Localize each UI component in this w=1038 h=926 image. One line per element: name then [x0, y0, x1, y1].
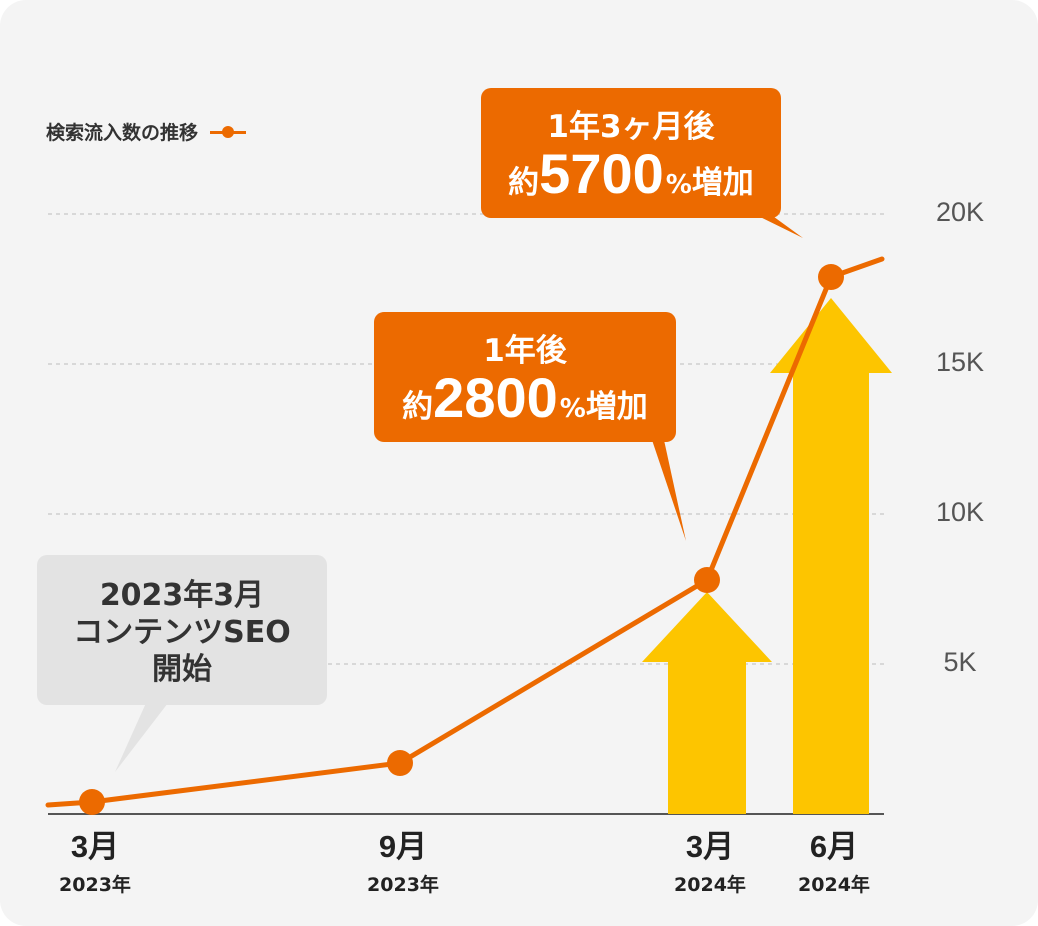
legend-label: 検索流入数の推移: [46, 122, 199, 144]
x-tick-year: 2024年: [674, 874, 746, 896]
x-tick-1: 3月 2023年: [35, 830, 155, 897]
callout-one-year-percent: %: [559, 394, 586, 424]
start-annotation: 2023年3月 コンテンツSEO 開始: [37, 555, 327, 705]
growth-arrow-2: [770, 298, 892, 814]
x-tick-month: 3月: [70, 829, 120, 864]
data-point-2: [387, 750, 413, 776]
x-tick-month: 9月: [378, 829, 428, 864]
callout-one-year-prefix: 約: [402, 389, 434, 425]
callout-one-year-suffix: 増加: [585, 389, 648, 425]
callout-one-year-value: 2800: [433, 366, 558, 429]
y-tick-20K: 20K: [935, 197, 985, 227]
callout-one-year-title: 1年後: [483, 333, 567, 369]
callout-one-year-figure: 約2800%増加: [374, 370, 676, 437]
callout-fifteen-months: 1年3ヶ月後 約5700%増加: [481, 88, 781, 218]
growth-arrow-1: [642, 592, 772, 814]
start-annotation-tail: [115, 703, 168, 772]
callout-fifteen-months-tail: [754, 214, 803, 238]
callout-fifteen-months-suffix: 増加: [691, 165, 754, 201]
data-point-4: [818, 264, 844, 290]
start-annotation-line3: 開始: [152, 652, 212, 687]
callout-fifteen-months-value: 5700: [539, 142, 664, 205]
callout-fifteen-months-prefix: 約: [508, 165, 540, 201]
x-tick-4: 6月 2024年: [774, 830, 894, 897]
y-tick-15K: 15K: [935, 347, 985, 377]
y-tick-5K: 5K: [943, 647, 977, 677]
legend-dot-swatch: [222, 125, 235, 138]
y-tick-10K: 10K: [935, 497, 985, 527]
callout-fifteen-months-figure: 約5700%増加: [481, 146, 781, 213]
callout-fifteen-months-percent: %: [665, 170, 692, 200]
chart-legend: 検索流入数の推移: [46, 118, 247, 145]
callout-fifteen-months-title: 1年3ヶ月後: [547, 109, 715, 145]
x-tick-year: 2023年: [59, 874, 131, 896]
x-tick-month: 6月: [809, 829, 859, 864]
data-point-1: [79, 789, 105, 815]
x-tick-year: 2024年: [798, 874, 870, 896]
x-tick-2: 9月 2023年: [343, 830, 463, 897]
x-tick-year: 2023年: [367, 874, 439, 896]
legend-line-marker-icon: [210, 123, 247, 141]
x-tick-month: 3月: [685, 829, 735, 864]
start-annotation-line2: コンテンツSEO: [73, 615, 291, 650]
x-tick-3: 3月 2024年: [650, 830, 770, 897]
callout-one-year-tail: [652, 440, 686, 541]
data-point-3: [694, 567, 720, 593]
start-annotation-line1: 2023年3月: [99, 578, 265, 613]
callout-one-year: 1年後 約2800%増加: [374, 312, 676, 442]
